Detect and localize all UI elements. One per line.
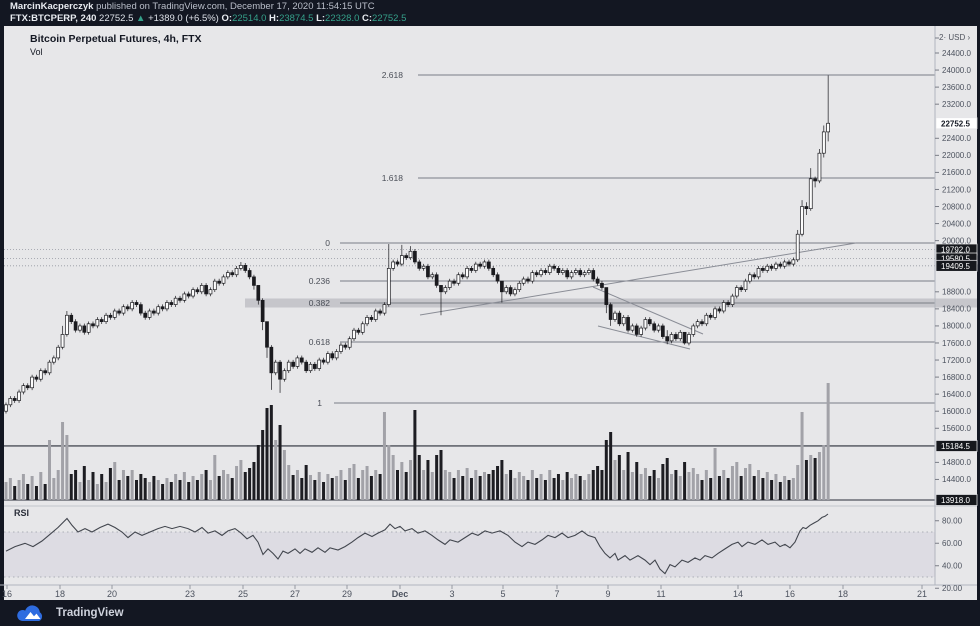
svg-text:16800.0: 16800.0 — [942, 373, 971, 382]
svg-text:3: 3 — [449, 589, 454, 599]
svg-text:23200.0: 23200.0 — [942, 100, 971, 109]
svg-text:1: 1 — [317, 398, 322, 408]
svg-text:17200.0: 17200.0 — [942, 356, 971, 365]
svg-text:15600.0: 15600.0 — [942, 424, 971, 433]
svg-text:16000.0: 16000.0 — [942, 407, 971, 416]
tradingview-logo-icon[interactable] — [14, 603, 52, 625]
svg-text:19409.5: 19409.5 — [941, 262, 970, 271]
svg-text:29: 29 — [342, 589, 352, 599]
svg-text:18800.0: 18800.0 — [942, 288, 971, 297]
svg-text:17600.0: 17600.0 — [942, 339, 971, 348]
open-value: 22514.0 — [232, 13, 267, 24]
low-value: 22328.0 — [325, 13, 360, 24]
svg-text:5: 5 — [500, 589, 505, 599]
svg-text:22000.0: 22000.0 — [942, 151, 971, 160]
svg-text:40.00: 40.00 — [942, 562, 963, 571]
svg-text:14: 14 — [733, 589, 743, 599]
svg-text:23: 23 — [185, 589, 195, 599]
tradingview-brand-text[interactable]: TradingView — [56, 607, 124, 619]
svg-text:24000.0: 24000.0 — [942, 66, 971, 75]
svg-text:20800.0: 20800.0 — [942, 202, 971, 211]
svg-text:15184.5: 15184.5 — [941, 442, 970, 451]
svg-text:Dec: Dec — [392, 589, 409, 599]
svg-text:27: 27 — [290, 589, 300, 599]
svg-text:19792.0: 19792.0 — [941, 246, 970, 255]
svg-text:21: 21 — [917, 589, 927, 599]
svg-text:18: 18 — [55, 589, 65, 599]
last-price: 22752.5 — [99, 13, 134, 24]
rsi-indicator-label: RSI — [14, 508, 30, 518]
svg-text:20: 20 — [107, 589, 117, 599]
svg-text:23600.0: 23600.0 — [942, 83, 971, 92]
svg-text:20400.0: 20400.0 — [942, 219, 971, 228]
svg-text:18400.0: 18400.0 — [942, 305, 971, 314]
svg-text:19580.5: 19580.5 — [941, 255, 970, 264]
svg-text:24400.0: 24400.0 — [942, 49, 971, 58]
svg-text:18000.0: 18000.0 — [942, 322, 971, 331]
svg-text:21200.0: 21200.0 — [942, 185, 971, 194]
ticker-symbol: FTX:BTCPERP, 240 — [10, 13, 97, 24]
svg-text:9: 9 — [605, 589, 610, 599]
svg-text:20.00: 20.00 — [942, 584, 963, 593]
volume-indicator-label: Vol — [30, 47, 43, 57]
svg-text:21600.0: 21600.0 — [942, 168, 971, 177]
up-arrow-icon: ▲ — [136, 13, 146, 24]
ticker-row: FTX:BTCPERP, 240 22752.5 ▲ +1389.0 (+6.5… — [10, 13, 980, 25]
footer-bar: TradingView — [0, 600, 980, 626]
price-change: +1389.0 (+6.5%) — [148, 13, 219, 24]
svg-text:0: 0 — [325, 238, 330, 248]
svg-text:22400.0: 22400.0 — [942, 134, 971, 143]
high-value: 23874.5 — [279, 13, 314, 24]
svg-text:11: 11 — [656, 589, 665, 599]
svg-text:14400.0: 14400.0 — [942, 475, 971, 484]
close-label: C: — [362, 13, 373, 24]
svg-text:7: 7 — [554, 589, 559, 599]
svg-text:18: 18 — [838, 589, 848, 599]
svg-text:16: 16 — [785, 589, 795, 599]
svg-text:0.618: 0.618 — [309, 337, 331, 347]
low-label: L: — [316, 13, 326, 24]
svg-text:25: 25 — [238, 589, 248, 599]
svg-text:0.382: 0.382 — [309, 298, 331, 308]
pane-title: Bitcoin Perpetual Futures, 4h, FTX — [30, 33, 202, 45]
svg-text:13918.0: 13918.0 — [941, 496, 970, 505]
svg-text:0.236: 0.236 — [309, 276, 331, 286]
svg-text:1.618: 1.618 — [382, 173, 404, 183]
publish-meta: published on TradingView.com, December 1… — [93, 1, 375, 12]
svg-text:16400.0: 16400.0 — [942, 390, 971, 399]
publish-info: MarcinKacperczyk published on TradingVie… — [10, 1, 980, 13]
high-label: H: — [269, 13, 280, 24]
close-value: 22752.5 — [372, 13, 407, 24]
svg-text:16: 16 — [2, 589, 12, 599]
svg-text:14800.0: 14800.0 — [942, 458, 971, 467]
open-label: O: — [221, 13, 233, 24]
svg-text:20000.0: 20000.0 — [942, 236, 971, 245]
svg-text:60.00: 60.00 — [942, 539, 963, 548]
svg-text:80.00: 80.00 — [942, 517, 963, 526]
svg-text:22752.5: 22752.5 — [941, 119, 970, 128]
price-axis-unit[interactable]: 2· USD › — [939, 33, 971, 42]
author-name: MarcinKacperczyk — [10, 1, 94, 12]
svg-text:2.618: 2.618 — [382, 70, 404, 80]
